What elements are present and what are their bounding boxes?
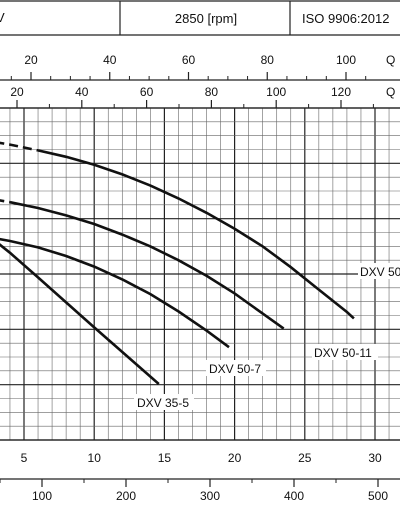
bottom1-tick-label-4: 25 bbox=[298, 451, 312, 465]
header-standard-label: ISO 9906:2012 bbox=[302, 11, 389, 26]
bottom-axis-2: 100 200 300 400 500 bbox=[0, 479, 400, 503]
top-axis-1: 20 40 60 80 100 Q bbox=[0, 53, 400, 80]
top2-tick-label-5: 120 bbox=[331, 85, 351, 99]
bottom-axis-1: 5 10 15 20 25 30 bbox=[0, 440, 400, 465]
bottom1-tick-label-3: 20 bbox=[228, 451, 242, 465]
top1-tick-label-3: 80 bbox=[261, 53, 275, 67]
top2-tick-label-0: 20 bbox=[10, 85, 24, 99]
curve-labels: DXV 50 DXV 50-11 DXV 50-7 DXV 35-5 bbox=[134, 263, 400, 410]
bottom2-tick-label-4: 500 bbox=[368, 489, 388, 503]
top1-tick-label-1: 40 bbox=[103, 53, 117, 67]
top2-tick-label-4: 100 bbox=[266, 85, 286, 99]
label-dxv-50: DXV 50 bbox=[360, 265, 400, 279]
bottom2-tick-label-0: 100 bbox=[32, 489, 52, 503]
bottom1-tick-label-2: 15 bbox=[158, 451, 172, 465]
curve-dxv-50 bbox=[38, 150, 354, 318]
bottom2-tick-label-2: 300 bbox=[200, 489, 220, 503]
bottom1-tick-label-0: 5 bbox=[21, 451, 28, 465]
top1-tick-label-4: 100 bbox=[336, 53, 356, 67]
top2-tick-label-1: 40 bbox=[75, 85, 89, 99]
top2-tick-label-2: 60 bbox=[140, 85, 154, 99]
curve-dashed-dxv-50 bbox=[0, 136, 38, 150]
curve-dxv-50-7 bbox=[0, 236, 229, 347]
top2-axis-label: Q bbox=[386, 85, 395, 99]
top-axis-2: 20 40 60 80 100 120 Q bbox=[0, 85, 400, 108]
curve-dxv-50-11 bbox=[10, 202, 284, 328]
label-dxv-35-5: DXV 35-5 bbox=[137, 396, 189, 410]
label-dxv-50-7: DXV 50-7 bbox=[209, 362, 261, 376]
curve-dashed-dxv-50-11 bbox=[0, 194, 10, 203]
top1-axis-label: Q bbox=[386, 53, 395, 67]
header-speed-label: 2850 [rpm] bbox=[175, 11, 237, 26]
header-bar: V 2850 [rpm] ISO 9906:2012 bbox=[0, 1, 400, 35]
chart-grid bbox=[0, 108, 400, 440]
bottom1-tick-label-1: 10 bbox=[88, 451, 102, 465]
bottom2-tick-label-3: 400 bbox=[284, 489, 304, 503]
label-dxv-50-11: DXV 50-11 bbox=[314, 346, 372, 360]
top2-tick-label-3: 80 bbox=[205, 85, 219, 99]
bottom2-tick-label-1: 200 bbox=[116, 489, 136, 503]
top1-tick-label-0: 20 bbox=[24, 53, 38, 67]
top1-tick-label-2: 60 bbox=[182, 53, 196, 67]
header-left-label: V bbox=[0, 10, 5, 25]
bottom1-tick-label-5: 30 bbox=[368, 451, 382, 465]
